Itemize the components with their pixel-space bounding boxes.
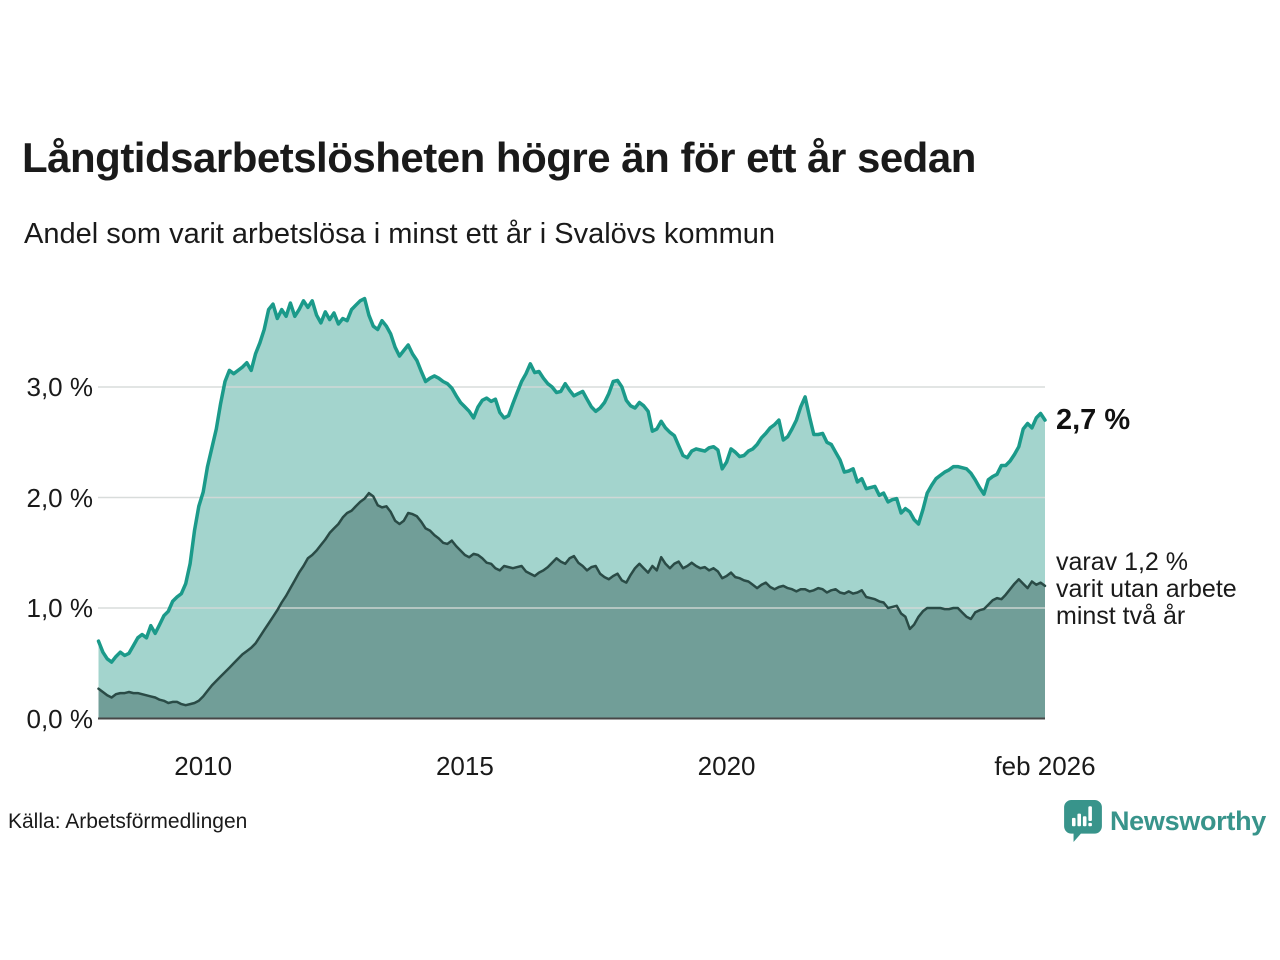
y-tick-label: 3,0 % bbox=[26, 372, 94, 402]
two-year-note-label: varav 1,2 % varit utan arbete minst två … bbox=[1056, 547, 1237, 630]
series-total-line bbox=[96, 296, 1047, 664]
series-two-year-line bbox=[97, 491, 1047, 707]
x-tick-label: feb 2026 bbox=[994, 751, 1096, 781]
x-tick-label: 2010 bbox=[174, 751, 233, 781]
y-tick-label: 0,0 % bbox=[26, 703, 94, 734]
x-tick-label: 2015 bbox=[435, 751, 494, 781]
series-two-year-area bbox=[98, 493, 1045, 719]
x-tick-label: 2020 bbox=[697, 751, 756, 781]
newsworthy-logo-icon bbox=[1064, 800, 1102, 842]
y-tick-label: 2,0 % bbox=[26, 482, 94, 513]
page-title: Långtidsarbetslösheten högre än för ett … bbox=[22, 134, 976, 181]
y-tick-label: 1,0 % bbox=[26, 593, 94, 623]
latest-value-label: 2,7 % bbox=[1056, 404, 1131, 437]
source-label: Källa: Arbetsförmedlingen bbox=[8, 810, 248, 833]
page-subtitle: Andel som varit arbetslösa i minst ett å… bbox=[24, 218, 776, 250]
newsworthy-brand: Newsworthy bbox=[1064, 800, 1266, 842]
newsworthy-wordmark: Newsworthy bbox=[1109, 805, 1266, 836]
